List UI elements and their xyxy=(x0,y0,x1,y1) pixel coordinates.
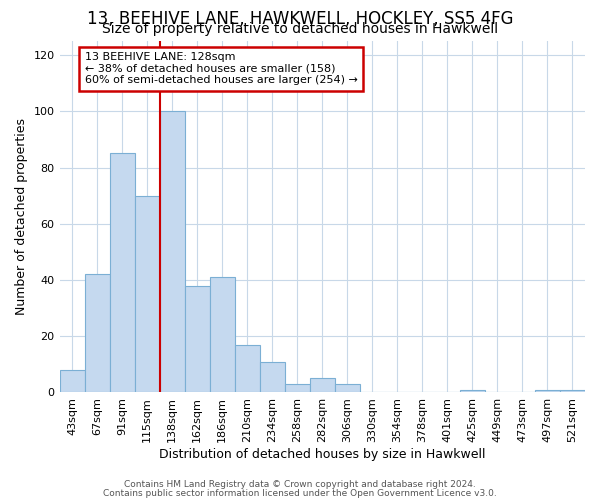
Bar xyxy=(535,390,560,392)
X-axis label: Distribution of detached houses by size in Hawkwell: Distribution of detached houses by size … xyxy=(159,448,485,461)
Bar xyxy=(260,362,285,392)
Bar xyxy=(235,344,260,393)
Text: 13, BEEHIVE LANE, HAWKWELL, HOCKLEY, SS5 4FG: 13, BEEHIVE LANE, HAWKWELL, HOCKLEY, SS5… xyxy=(87,10,513,28)
Y-axis label: Number of detached properties: Number of detached properties xyxy=(15,118,28,315)
Bar xyxy=(59,370,85,392)
Bar xyxy=(285,384,310,392)
Bar xyxy=(134,196,160,392)
Text: Contains public sector information licensed under the Open Government Licence v3: Contains public sector information licen… xyxy=(103,488,497,498)
Text: Contains HM Land Registry data © Crown copyright and database right 2024.: Contains HM Land Registry data © Crown c… xyxy=(124,480,476,489)
Bar xyxy=(460,390,485,392)
Bar xyxy=(335,384,360,392)
Text: 13 BEEHIVE LANE: 128sqm
← 38% of detached houses are smaller (158)
60% of semi-d: 13 BEEHIVE LANE: 128sqm ← 38% of detache… xyxy=(85,52,358,86)
Bar xyxy=(310,378,335,392)
Bar xyxy=(209,277,235,392)
Bar xyxy=(85,274,110,392)
Bar xyxy=(110,154,134,392)
Bar xyxy=(160,112,185,392)
Bar xyxy=(185,286,209,393)
Text: Size of property relative to detached houses in Hawkwell: Size of property relative to detached ho… xyxy=(102,22,498,36)
Bar xyxy=(560,390,585,392)
